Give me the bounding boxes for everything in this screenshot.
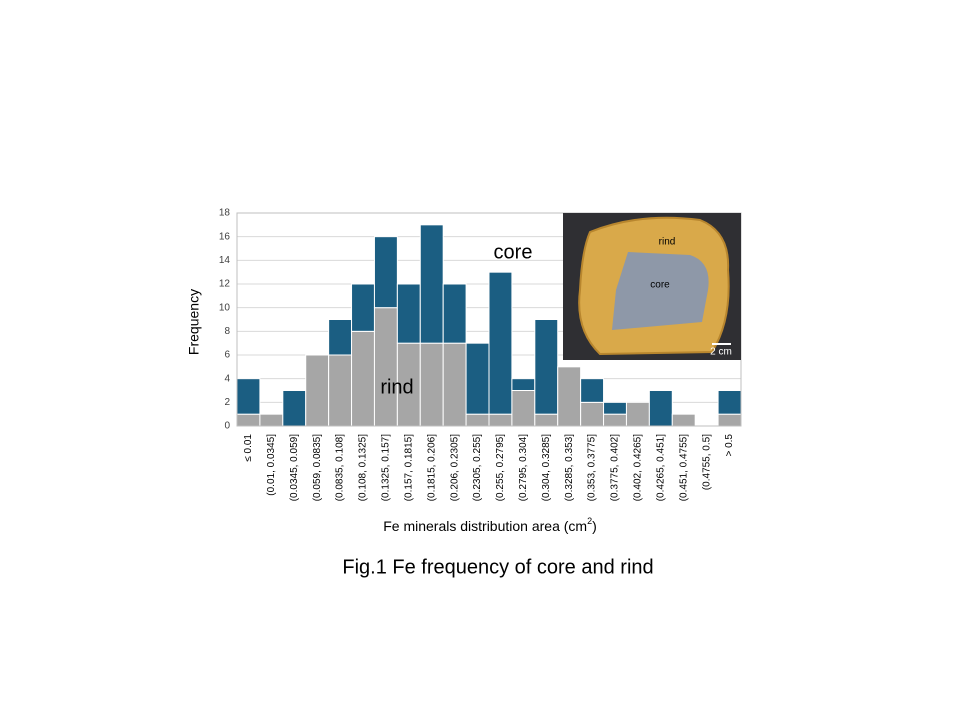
- y-tick-label: 16: [219, 231, 231, 242]
- x-tick-label: (0.0345, 0.059]: [289, 434, 300, 501]
- x-tick-label: (0.059, 0.0835]: [312, 434, 323, 501]
- x-tick-label: (0.2305, 0.255]: [472, 434, 483, 501]
- core-area: [612, 252, 709, 330]
- x-tick-label: (0.206, 0.2305]: [449, 434, 460, 501]
- y-tick-label: 18: [219, 208, 231, 219]
- x-tick-label: (0.353, 0.3775]: [587, 434, 598, 501]
- x-axis-label-suffix: ): [592, 518, 597, 534]
- inset-label: rind: [659, 237, 676, 248]
- x-axis-label: Fe minerals distribution area (cm2): [383, 516, 597, 533]
- bar-segment: [351, 330, 375, 427]
- bar-segment: [717, 413, 742, 427]
- bar-segment: [488, 413, 513, 427]
- bar-segment: [419, 342, 444, 427]
- bar-segment: [351, 283, 375, 332]
- inset-photo: rind core 2 cm: [563, 213, 741, 360]
- x-tick-label: (0.451, 0.4755]: [678, 434, 689, 501]
- y-tick-label: 10: [219, 302, 231, 313]
- inset-label: core: [650, 280, 670, 291]
- bar-segment: [580, 378, 605, 403]
- x-tick-label: (0.255, 0.2795]: [495, 434, 506, 501]
- inset-scale-label: 2 cm: [710, 347, 732, 358]
- x-tick-label: (0.402, 0.4265]: [633, 434, 644, 501]
- series-label: core: [494, 241, 533, 263]
- bar-segment: [671, 413, 696, 427]
- bar-segment: [236, 413, 261, 427]
- x-tick-label: (0.157, 0.1815]: [403, 434, 414, 501]
- bar-segment: [396, 283, 421, 344]
- series-label: rind: [380, 376, 413, 398]
- x-tick-label: (0.0835, 0.108]: [335, 434, 346, 501]
- bar-segment: [328, 354, 353, 427]
- bar-segment: [534, 413, 559, 427]
- x-tick-label: (0.108, 0.1325]: [358, 434, 369, 501]
- bar-segment: [557, 366, 582, 427]
- bar-segment: [465, 342, 490, 415]
- bar-segment: [648, 390, 673, 427]
- bar-segment: [442, 342, 467, 427]
- caption: Fig.1 Fe frequency of core and rind: [342, 556, 653, 578]
- bar-segment: [511, 390, 536, 427]
- bar-segment: [603, 401, 627, 415]
- bar-segment: [259, 413, 284, 427]
- bar-segment: [511, 378, 536, 391]
- x-axis-label-superscript: 2: [587, 516, 592, 526]
- bar-segment: [305, 354, 330, 427]
- y-tick-label: 0: [224, 421, 230, 432]
- x-tick-label: (0.1325, 0.157]: [381, 434, 392, 501]
- y-tick-label: 14: [219, 255, 231, 266]
- x-tick-label: (0.2795, 0.304]: [518, 434, 529, 501]
- x-tick-label: ≤ 0.01: [243, 434, 254, 462]
- bar-segment: [419, 224, 444, 344]
- bar-segment: [373, 236, 398, 309]
- bar-segment: [580, 401, 605, 427]
- y-tick-label: 2: [224, 397, 230, 408]
- y-tick-label: 8: [224, 326, 230, 337]
- bar-segment: [328, 319, 353, 356]
- x-tick-label: > 0.5: [724, 434, 735, 457]
- bar-segment: [488, 271, 513, 415]
- x-axis-label-text: Fe minerals distribution area (cm: [383, 518, 587, 534]
- bar-segment: [625, 401, 650, 427]
- bar-segment: [465, 413, 490, 427]
- x-tick-label: (0.3285, 0.353]: [564, 434, 575, 501]
- x-tick-label: (0.304, 0.3285]: [541, 434, 552, 501]
- bar-segment: [236, 378, 261, 415]
- y-axis-label: Frequency: [186, 289, 202, 355]
- bar-segment: [373, 307, 398, 427]
- x-tick-label: (0.3775, 0.402]: [610, 434, 621, 501]
- y-tick-label: 12: [219, 279, 231, 290]
- x-tick-label: (0.4265, 0.451]: [655, 434, 666, 501]
- x-tick-label: (0.01, 0.0345]: [266, 434, 277, 496]
- bar-segment: [603, 413, 627, 427]
- bar-segment: [282, 390, 307, 427]
- y-tick-label: 4: [224, 373, 230, 384]
- y-tick-label: 6: [224, 350, 230, 361]
- bar-segment: [442, 283, 467, 344]
- x-tick-label: (0.1815, 0.206]: [426, 434, 437, 501]
- x-tick-label: (0.4755, 0.5]: [701, 434, 712, 490]
- bar-segment: [534, 319, 559, 415]
- plot: 0 2 4 6 8 10 12 14 16 18 ≤ 0.01 (0.01, 0.0345] (0.03…: [219, 208, 742, 501]
- bar-segment: [717, 390, 742, 415]
